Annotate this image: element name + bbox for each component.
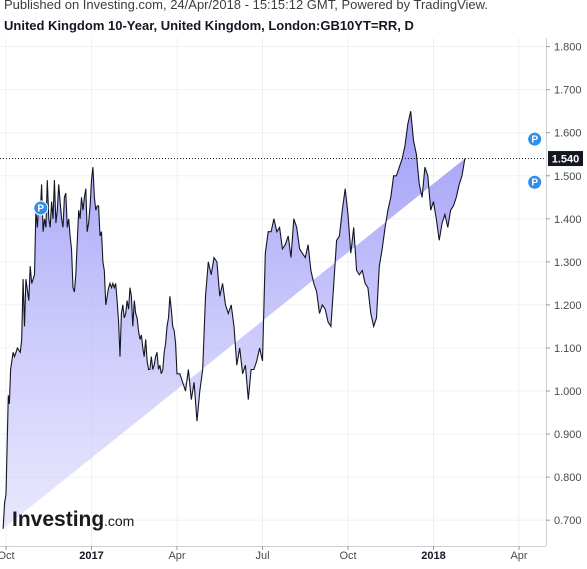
x-tick-label: 2018 — [421, 550, 445, 562]
series-area-fill — [3, 111, 465, 529]
y-tick-label: 1.400 — [554, 214, 582, 226]
x-tick-label: Jul — [255, 550, 269, 562]
marker-circle — [527, 131, 543, 147]
y-tick-label: 1.700 — [554, 85, 582, 97]
y-tick-label: 1.200 — [554, 300, 582, 312]
x-tick-label: 2017 — [79, 550, 103, 562]
last-value-text: 1.540 — [552, 154, 580, 166]
marker-p[interactable]: P — [33, 200, 49, 216]
x-tick-label: Apr — [168, 550, 185, 562]
y-tick-label: 0.900 — [554, 429, 582, 441]
x-tick-label: Oct — [339, 550, 356, 562]
marker-label: P — [531, 178, 538, 189]
x-tick-label: Apr — [510, 550, 527, 562]
y-tick-label: 1.500 — [554, 171, 582, 183]
marker-circle — [527, 174, 543, 190]
y-tick-label: 1.800 — [554, 42, 582, 54]
logo-name: Investing — [12, 508, 104, 531]
marker-p[interactable]: P — [527, 131, 543, 147]
y-tick-label: 0.700 — [554, 515, 582, 527]
y-tick-label: 1.000 — [554, 386, 582, 398]
marker-label: P — [37, 204, 44, 215]
y-tick-label: 1.100 — [554, 343, 582, 355]
marker-label: P — [531, 135, 538, 146]
marker-p[interactable]: P — [527, 174, 543, 190]
y-tick-label: 0.800 — [554, 472, 582, 484]
x-axis-ticks: Oct 2017 Apr Jul Oct 2018 Apr — [0, 546, 528, 562]
y-tick-label: 1.600 — [554, 128, 582, 140]
published-caption: Published on Investing.com, 24/Apr/2018 … — [4, 0, 488, 12]
investing-logo: Investing .com — [12, 508, 134, 531]
markers: P P P — [33, 131, 543, 216]
series-line — [2, 111, 466, 529]
logo-suffix: .com — [104, 513, 134, 529]
y-axis-ticks: 0.700 0.800 0.900 1.000 1.100 1.200 1.300 1.400… — [546, 42, 582, 527]
marker-circle — [33, 200, 49, 216]
symbol-title: United Kingdom 10-Year, United Kingdom, … — [4, 18, 414, 33]
last-value-label: 1.540 — [548, 151, 583, 167]
y-tick-label: 1.300 — [554, 257, 582, 269]
x-tick-label: Oct — [0, 550, 15, 562]
